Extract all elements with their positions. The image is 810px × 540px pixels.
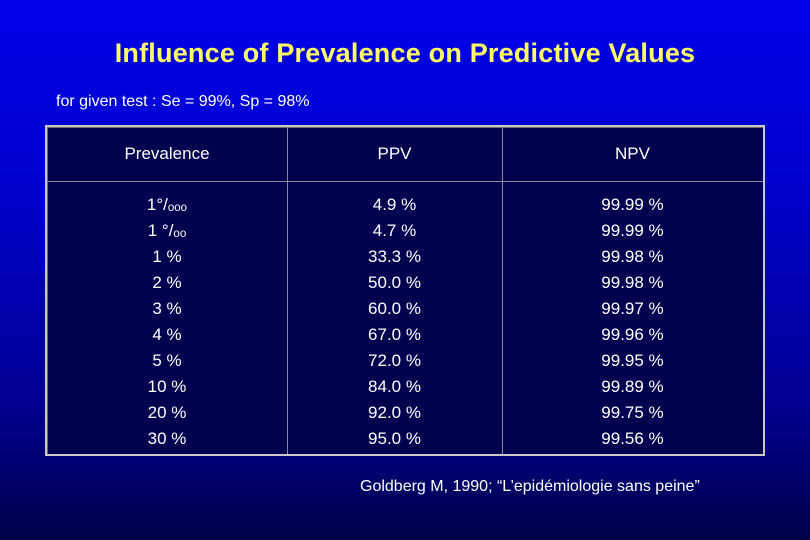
npv-cell: 99.97 %: [601, 299, 664, 318]
slide-subtitle: for given test : Se = 99%, Sp = 98%: [56, 93, 310, 110]
prevalence-cell: 10 %: [147, 377, 187, 396]
ppv-cell: 33.3 %: [368, 247, 421, 266]
ppv-cell: 4.9 %: [372, 195, 417, 214]
header-npv: NPV: [615, 144, 650, 163]
prevalence-cell: 1 %: [152, 247, 182, 266]
prevalence-cell: 1°/ₒₒₒ: [146, 195, 188, 214]
ppv-cell: 50.0 %: [368, 273, 421, 292]
npv-cell: 99.95 %: [601, 351, 664, 370]
ppv-cell: 84.0 %: [368, 377, 421, 396]
slide-title: Influence of Prevalence on Predictive Va…: [114, 38, 696, 68]
header-prevalence: Prevalence: [124, 144, 210, 163]
prevalence-column: 1°/ₒₒₒ 1 °/ₒₒ 1 % 2 % 3 % 4 % 5 % 10 % 20 % 30 %: [47, 192, 287, 452]
npv-cell: 99.75 %: [601, 403, 664, 422]
prevalence-cell: 4 %: [152, 325, 182, 344]
prevalence-cell: 3 %: [152, 299, 182, 318]
npv-cell: 99.98 %: [601, 273, 664, 292]
ppv-cell: 92.0 %: [368, 403, 421, 422]
ppv-cell: 95.0 %: [368, 429, 421, 448]
ppv-cell: 60.0 %: [368, 299, 421, 318]
predictive-values-table: Prevalence PPV NPV 1°/ₒₒₒ 1 °/ₒₒ 1 % 2 % 3 %…: [45, 125, 765, 456]
npv-cell: 99.98 %: [601, 247, 664, 266]
npv-cell: 99.99 %: [601, 221, 664, 240]
npv-cell: 99.99 %: [601, 195, 664, 214]
citation: Goldberg M, 1990; “L’epidémiologie sans …: [360, 478, 700, 495]
prevalence-cell: 30 %: [147, 429, 187, 448]
npv-column: 99.99 % 99.99 % 99.98 % 99.98 % 99.97 % 99.96…: [502, 192, 763, 452]
npv-cell: 99.89 %: [601, 377, 664, 396]
npv-cell: 99.96 %: [601, 325, 664, 344]
prevalence-cell: 5 %: [152, 351, 182, 370]
ppv-cell: 67.0 %: [368, 325, 421, 344]
column-divider: [287, 127, 288, 454]
header-ppv: PPV: [377, 144, 412, 163]
table-header-row: Prevalence PPV NPV: [47, 127, 763, 182]
column-divider: [502, 127, 503, 454]
ppv-column: 4.9 % 4.7 % 33.3 % 50.0 % 60.0 % 67.0 % 72.0 %…: [287, 192, 502, 452]
ppv-cell: 4.7 %: [372, 221, 417, 240]
prevalence-cell: 1 °/ₒₒ: [147, 221, 187, 240]
ppv-cell: 72.0 %: [368, 351, 421, 370]
prevalence-cell: 20 %: [147, 403, 187, 422]
prevalence-cell: 2 %: [152, 273, 182, 292]
npv-cell: 99.56 %: [601, 429, 664, 448]
